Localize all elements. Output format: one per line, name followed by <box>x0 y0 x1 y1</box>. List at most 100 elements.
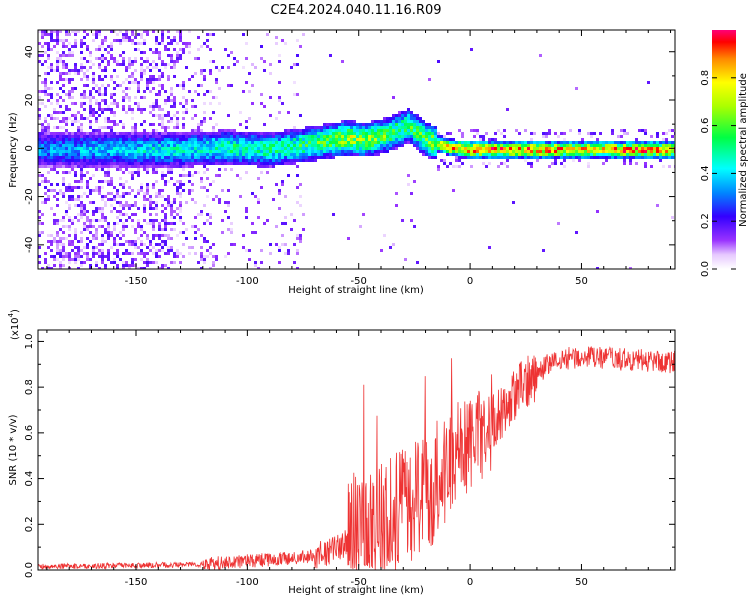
heatmap-cell <box>422 126 425 129</box>
heatmap-cell <box>161 156 164 159</box>
heatmap-cell <box>62 216 65 219</box>
heatmap-cell <box>101 216 104 219</box>
heatmap-cell <box>107 258 110 261</box>
heatmap-cell <box>572 159 575 162</box>
heatmap-cell <box>143 108 146 111</box>
heatmap-cell <box>668 144 671 147</box>
heatmap-cell <box>41 165 44 168</box>
heatmap-cell <box>212 150 215 153</box>
heatmap-cell <box>68 255 71 258</box>
heatmap-cell <box>209 159 212 162</box>
heatmap-cell <box>89 162 92 165</box>
heatmap-cell <box>68 96 71 99</box>
heatmap-cell <box>425 138 428 141</box>
heatmap-cell <box>659 159 662 162</box>
heatmap-cell <box>62 138 65 141</box>
heatmap-cell <box>299 45 302 48</box>
heatmap-cell <box>80 177 83 180</box>
heatmap-cell <box>113 198 116 201</box>
heatmap-cell <box>164 216 167 219</box>
heatmap-cell <box>665 141 668 144</box>
heatmap-cell <box>164 243 167 246</box>
heatmap-cell <box>323 132 326 135</box>
heatmap-cell <box>137 153 140 156</box>
heatmap-cell <box>644 132 647 135</box>
heatmap-cell <box>329 147 332 150</box>
heatmap-cell <box>161 135 164 138</box>
heatmap-cell <box>305 141 308 144</box>
heatmap-cell <box>119 42 122 45</box>
heatmap-cell <box>560 132 563 135</box>
heatmap-cell <box>158 243 161 246</box>
heatmap-cell <box>245 144 248 147</box>
heatmap-cell <box>98 132 101 135</box>
heatmap-cell <box>338 147 341 150</box>
heatmap-cell <box>116 132 119 135</box>
heatmap-cell <box>149 150 152 153</box>
heatmap-cell <box>44 51 47 54</box>
heatmap-cell <box>83 153 86 156</box>
heatmap-cell <box>86 96 89 99</box>
heatmap-cell <box>482 147 485 150</box>
heatmap-cell <box>587 165 590 168</box>
heatmap-cell <box>383 234 386 237</box>
heatmap-cell <box>167 162 170 165</box>
heatmap-cell <box>113 39 116 42</box>
heatmap-cell <box>161 189 164 192</box>
heatmap-cell <box>374 141 377 144</box>
heatmap-cell <box>107 255 110 258</box>
heatmap-cell <box>230 156 233 159</box>
heatmap-cell <box>581 150 584 153</box>
heatmap-cell <box>266 165 269 168</box>
heatmap-cell <box>98 108 101 111</box>
heatmap-cell <box>167 267 170 269</box>
heatmap-cell <box>38 42 41 45</box>
heatmap-cell <box>320 147 323 150</box>
heatmap-cell <box>155 141 158 144</box>
heatmap-cell <box>38 222 41 225</box>
heatmap-cell <box>167 222 170 225</box>
heatmap-cell <box>140 162 143 165</box>
heatmap-cell <box>281 141 284 144</box>
heatmap-cell <box>44 180 47 183</box>
heatmap-cell <box>110 165 113 168</box>
heatmap-cell <box>176 255 179 258</box>
heatmap-cell <box>206 33 209 36</box>
heatmap-cell <box>152 123 155 126</box>
heatmap-cell <box>122 126 125 129</box>
heatmap-cell <box>305 153 308 156</box>
heatmap-cell <box>104 201 107 204</box>
heatmap-cell <box>59 141 62 144</box>
heatmap-cell <box>152 138 155 141</box>
heatmap-cell <box>89 267 92 269</box>
heatmap-cell <box>164 165 167 168</box>
heatmap-cell <box>68 147 71 150</box>
heatmap-cell <box>266 159 269 162</box>
heatmap-cell <box>167 147 170 150</box>
heatmap-cell <box>71 195 74 198</box>
heatmap-cell <box>500 147 503 150</box>
heatmap-cell <box>410 138 413 141</box>
heatmap-cell <box>254 138 257 141</box>
heatmap-cell <box>65 93 68 96</box>
heatmap-cell <box>224 150 227 153</box>
heatmap-cell <box>302 129 305 132</box>
heatmap-cell <box>260 57 263 60</box>
heatmap-cell <box>53 108 56 111</box>
heatmap-cell <box>551 147 554 150</box>
heatmap-cell <box>98 75 101 78</box>
heatmap-cell <box>89 165 92 168</box>
heatmap-cell <box>641 156 644 159</box>
heatmap-cell <box>179 204 182 207</box>
heatmap-cell <box>305 138 308 141</box>
heatmap-cell <box>134 150 137 153</box>
heatmap-cell <box>614 147 617 150</box>
heatmap-cell <box>185 45 188 48</box>
heatmap-cell <box>347 138 350 141</box>
heatmap-cell <box>353 120 356 123</box>
heatmap-cell <box>95 30 98 33</box>
heatmap-cell <box>53 30 56 33</box>
heatmap-cell <box>266 33 269 36</box>
heatmap-cell <box>431 150 434 153</box>
heatmap-cell <box>308 129 311 132</box>
